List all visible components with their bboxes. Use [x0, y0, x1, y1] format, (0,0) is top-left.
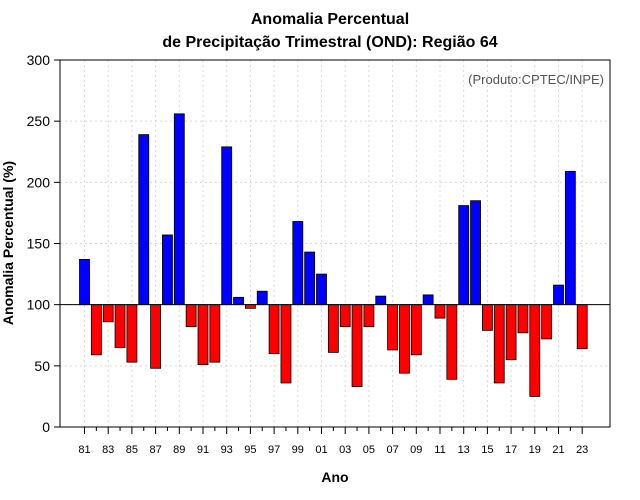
- bar-2015: [481, 304, 493, 331]
- bar-2001: [316, 273, 327, 306]
- x-axis: 81 83 85 87 89 91 93 95 97 99 01 03 05 07 09 11 13 15 17 19…: [78, 427, 588, 456]
- x-tick-label: 19: [529, 444, 541, 456]
- bar-2007: [387, 304, 399, 351]
- x-tick-label: 81: [78, 444, 90, 456]
- y-tick-label: 100: [27, 297, 51, 313]
- bar-1987: [150, 304, 162, 369]
- chart-title-line2: de Precipitação Trimestral (OND): Região…: [162, 34, 497, 51]
- bar-2014: [470, 200, 481, 306]
- x-tick-label: 11: [434, 444, 445, 456]
- bar-2008: [399, 304, 410, 374]
- x-tick-label: 09: [410, 444, 422, 456]
- bar-1995: [244, 304, 256, 309]
- bar-2005: [363, 304, 375, 328]
- x-tick-label: 87: [149, 444, 161, 456]
- bar-2018: [517, 304, 529, 334]
- y-tick-label: 0: [42, 419, 50, 435]
- x-tick-label: 15: [481, 444, 493, 456]
- bar-1982: [90, 304, 102, 356]
- x-tick-label: 13: [458, 444, 470, 456]
- x-tick-label: 91: [197, 444, 209, 456]
- bar-1997: [268, 304, 280, 354]
- y-tick-label: 300: [27, 52, 51, 68]
- bar-2021: [553, 284, 564, 306]
- bar-2011: [434, 304, 446, 319]
- x-axis-title: Ano: [321, 469, 348, 485]
- bar-1985: [126, 304, 138, 363]
- credit-label: (Produto:CPTEC/INPE): [468, 72, 604, 87]
- y-tick-label: 150: [27, 236, 51, 252]
- bar-1990: [185, 304, 197, 328]
- bar-2000: [304, 251, 316, 306]
- y-tick-label: 50: [34, 358, 50, 374]
- x-tick-label: 99: [292, 444, 304, 456]
- bar-2010: [422, 294, 434, 306]
- x-tick-label: 03: [339, 444, 351, 456]
- bar-1988: [162, 234, 173, 306]
- x-tick-label: 83: [102, 444, 114, 456]
- bar-2019: [529, 304, 541, 397]
- y-tick-label: 250: [27, 113, 51, 129]
- bar-2009: [410, 304, 422, 356]
- x-tick-label: 97: [268, 444, 280, 456]
- bar-1992: [209, 304, 221, 363]
- x-tick-label: 93: [221, 444, 233, 456]
- x-tick-label: 07: [386, 444, 398, 456]
- bar-1983: [102, 304, 114, 323]
- bar-2013: [458, 205, 470, 306]
- x-tick-label: 01: [315, 444, 327, 456]
- bar-1993: [221, 146, 233, 306]
- bar-2004: [351, 304, 363, 388]
- bar-1998: [280, 304, 292, 384]
- x-tick-label: 21: [552, 444, 564, 456]
- y-tick-label: 200: [27, 174, 51, 190]
- bar-2012: [446, 304, 458, 380]
- bar-2002: [327, 304, 339, 353]
- bar-1996: [256, 290, 268, 306]
- y-axis-title: Anomalia Percentual (%): [0, 161, 16, 325]
- bar-2020: [541, 304, 553, 340]
- bar-1984: [114, 304, 126, 348]
- bars: [79, 113, 588, 397]
- x-tick-label: 23: [576, 444, 588, 456]
- y-axis: 0 50 100 150 200 250 300: [27, 52, 60, 435]
- bar-1986: [138, 134, 150, 306]
- x-tick-label: 05: [363, 444, 375, 456]
- chart-title-line1: Anomalia Percentual: [251, 11, 409, 28]
- bar-1991: [197, 304, 209, 366]
- bar-2016: [493, 304, 505, 384]
- x-tick-label: 89: [173, 444, 185, 456]
- bar-1999: [292, 221, 304, 306]
- x-tick-label: 95: [244, 444, 256, 456]
- bar-2023: [576, 304, 588, 350]
- bar-2022: [564, 170, 576, 306]
- x-tick-label: 85: [126, 444, 138, 456]
- bar-1989: [173, 113, 185, 306]
- bar-1981: [79, 259, 90, 306]
- bar-2006: [375, 295, 387, 306]
- bar-2003: [339, 304, 351, 328]
- bar-2017: [505, 304, 517, 361]
- x-tick-label: 17: [505, 444, 517, 456]
- bar-1994: [233, 296, 244, 306]
